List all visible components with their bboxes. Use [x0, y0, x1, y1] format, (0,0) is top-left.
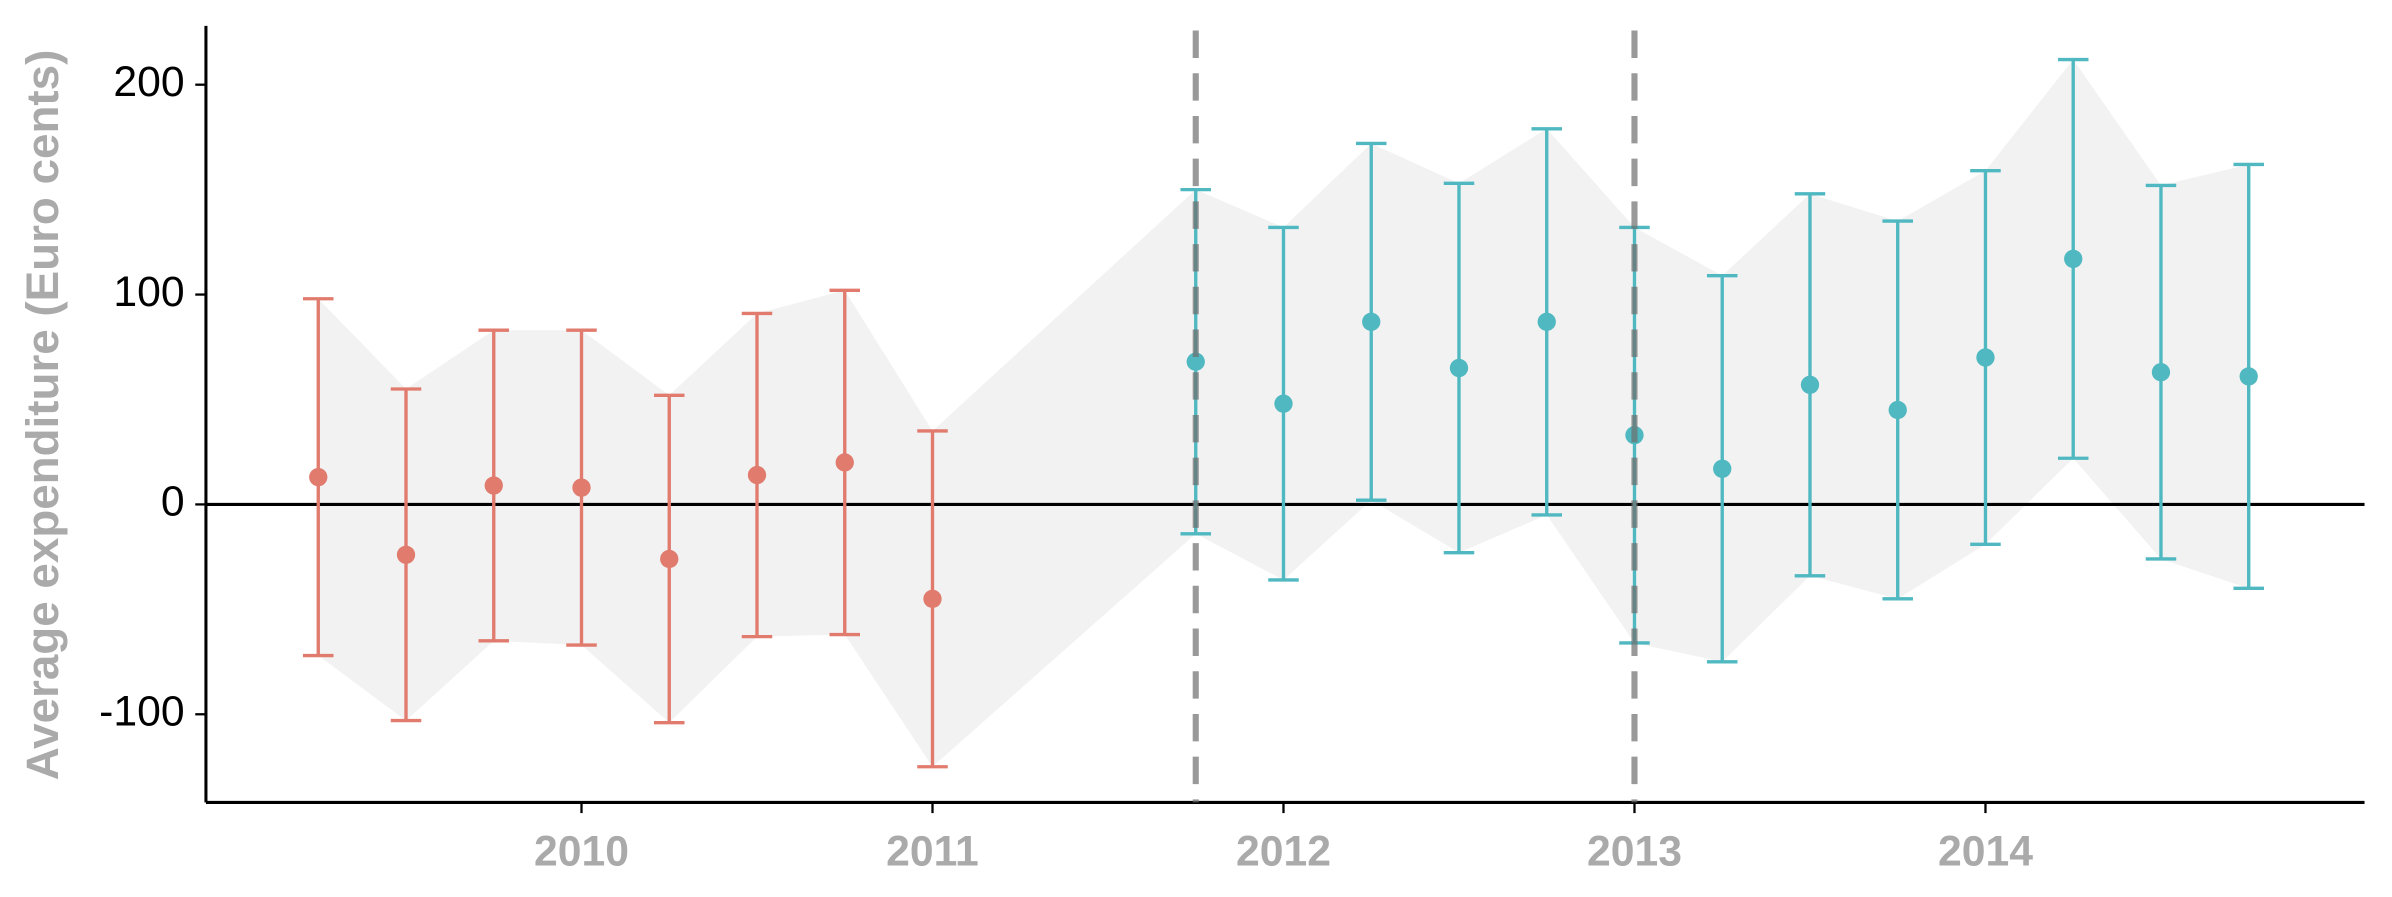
- point: [660, 549, 679, 569]
- point: [1888, 400, 1907, 420]
- point: [923, 589, 942, 609]
- point: [1274, 394, 1293, 413]
- point: [1800, 375, 1820, 394]
- point: [1537, 312, 1556, 331]
- point: [2064, 249, 2083, 269]
- y-tick-label: 200: [113, 58, 184, 106]
- point: [572, 478, 591, 497]
- y-tick-label: 0: [161, 478, 185, 526]
- point: [1362, 312, 1381, 331]
- point: [1976, 348, 1995, 367]
- y-tick-label: -100: [99, 688, 184, 736]
- point: [484, 476, 503, 495]
- point: [1449, 358, 1469, 378]
- point: [835, 453, 854, 472]
- x-tick-label: 2014: [1938, 828, 2033, 876]
- point: [2151, 363, 2171, 382]
- x-tick-label: 2013: [1587, 828, 1682, 876]
- point: [2239, 367, 2258, 386]
- point: [309, 467, 328, 487]
- x-tick-label: 2012: [1236, 828, 1331, 876]
- point: [747, 465, 767, 485]
- y-tick-label: 100: [113, 268, 184, 316]
- y-axis-title: Average expenditure (Euro cents): [17, 50, 68, 781]
- point: [396, 545, 416, 564]
- x-tick-label: 2011: [886, 828, 979, 876]
- x-tick-label: 2010: [534, 828, 629, 876]
- point: [1713, 459, 1732, 478]
- point: [1186, 352, 1205, 371]
